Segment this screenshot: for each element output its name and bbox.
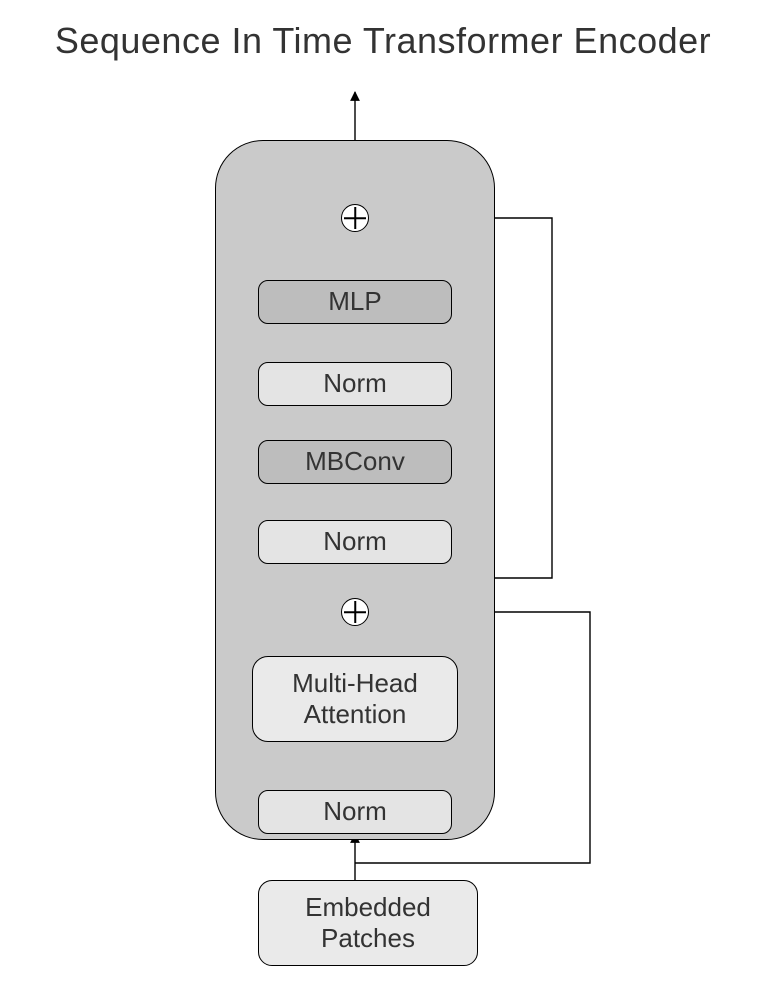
diagram-title: Sequence In Time Transformer Encoder xyxy=(0,20,766,62)
mha-label: Multi-Head Attention xyxy=(292,668,418,730)
mlp-block: MLP xyxy=(258,280,452,324)
mlp-label: MLP xyxy=(328,286,381,317)
diagram-canvas: Sequence In Time Transformer Encoder MLP… xyxy=(0,0,766,1000)
norm3-label: Norm xyxy=(323,368,387,399)
norm-block-1: Norm xyxy=(258,790,452,834)
residual-add-top xyxy=(341,204,369,232)
embedded-label: Embedded Patches xyxy=(305,892,431,954)
mbconv-block: MBConv xyxy=(258,440,452,484)
multi-head-attention-block: Multi-Head Attention xyxy=(252,656,458,742)
mbconv-label: MBConv xyxy=(305,446,405,477)
embedded-patches-block: Embedded Patches xyxy=(258,880,478,966)
norm-block-2: Norm xyxy=(258,520,452,564)
norm2-label: Norm xyxy=(323,526,387,557)
residual-add-mid xyxy=(341,598,369,626)
norm1-label: Norm xyxy=(323,796,387,827)
norm-block-3: Norm xyxy=(258,362,452,406)
